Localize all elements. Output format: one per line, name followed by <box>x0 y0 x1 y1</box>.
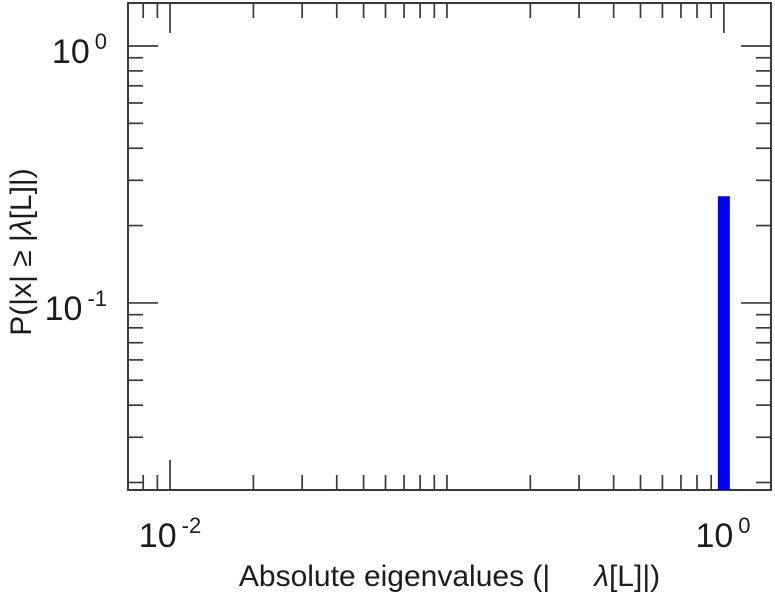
y-tick-label-1e-1: 10 -1 <box>44 286 107 328</box>
y-tick-exp-1e0: 0 <box>94 29 107 54</box>
x-tick-label-1e0: 10 0 <box>695 513 751 555</box>
x-tick-exp-1e-2: -2 <box>181 513 202 538</box>
x-axis-title-prefix: Absolute eigenvalues (| <box>238 560 551 593</box>
x-tick-label-1e-2: 10 -2 <box>138 513 202 555</box>
x-axis-title-suffix: [L]|) <box>608 560 661 593</box>
x-tick-exp-1e0: 0 <box>738 513 751 538</box>
lambda-symbol: λ <box>594 560 609 593</box>
axes-frame <box>127 2 772 491</box>
y-tick-exp-1e-1: -1 <box>87 286 107 311</box>
y-axis-title: P(|x| ≥ |λ[L]|) <box>5 168 38 336</box>
y-axis-title-prefix: P(|x| ≥ | <box>5 234 38 336</box>
y-axis-title-suffix: [L]|) <box>5 168 38 220</box>
x-axis-title: Absolute eigenvalues (| λ[L]|) <box>128 562 771 592</box>
y-tick-label-1e0: 10 0 <box>51 29 107 71</box>
lambda-symbol: λ <box>5 219 38 235</box>
